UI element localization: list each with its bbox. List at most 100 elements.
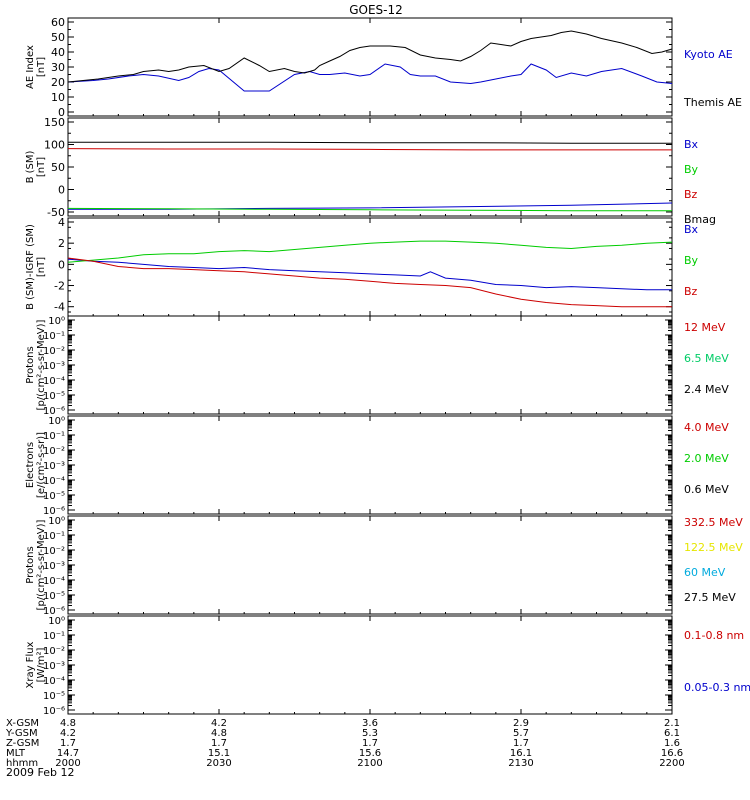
legend-entry: 0.1-0.8 nm	[684, 629, 744, 642]
legend-entry: 27.5 MeV	[684, 591, 736, 604]
y-axis-label: Xray Flux	[25, 641, 36, 688]
y-tick-label: 10⁻¹	[43, 531, 65, 542]
y-tick-label: -2	[54, 280, 65, 293]
ephemeris-table: X-GSM 4.8 4.2 3.6 2.9 2.1Y-GSM 4.2 4.8 5.3 5.7 6.1…	[5, 718, 685, 769]
y-tick-label: 10⁻¹	[43, 631, 65, 642]
date-label: 2009 Feb 12	[6, 766, 74, 779]
y-tick-label: 10⁻⁵	[43, 591, 65, 602]
ephemeris-value: 16.6	[661, 748, 683, 759]
y-axis-label: [e/(cm²-s-sr)]	[36, 432, 47, 498]
ephemeris-value: 2.1	[664, 718, 680, 729]
legend-entry: Bmag	[684, 213, 716, 226]
y-tick-label: 10⁻⁴	[43, 376, 65, 387]
ephemeris-value: 6.1	[664, 728, 680, 739]
y-tick-label: 10⁻⁵	[43, 391, 65, 402]
y-tick-label: 30	[51, 61, 65, 74]
legend-entry: 6.5 MeV	[684, 352, 729, 365]
y-tick-label: 10⁻⁶	[43, 606, 65, 617]
y-tick-label: 40	[51, 46, 65, 59]
series-line	[67, 30, 673, 83]
legend-entry: 12 MeV	[684, 321, 726, 334]
ephemeris-value: 2000	[55, 758, 80, 769]
series-line	[67, 63, 673, 92]
y-tick-label: 0	[58, 258, 65, 271]
ephemeris-value: 4.8	[211, 728, 227, 739]
legend-entry: Kyoto AE	[684, 48, 733, 61]
y-tick-label: 10⁻⁵	[43, 691, 65, 702]
y-tick-label: 10⁻³	[43, 561, 65, 572]
ephemeris-value: 1.7	[60, 738, 76, 749]
y-tick-label: 50	[51, 161, 65, 174]
legend-entry: Bz	[684, 188, 698, 201]
ephemeris-value: 2200	[659, 758, 684, 769]
legend-entry: Bz	[684, 285, 698, 298]
panel-1: 0 10 20 30 40 50 60 AE Index [nT] Kyoto AE Themis …	[25, 16, 742, 119]
y-tick-label: 2	[58, 237, 65, 250]
ephemeris-value: 16.1	[510, 748, 532, 759]
y-tick-label: 20	[51, 76, 65, 89]
y-axis-label: [p/(cm²-s-sr-MeV)]	[36, 519, 47, 610]
panel-5: 10⁰ 10⁻¹ 10⁻² 10⁻³ 10⁻⁴ 10⁻⁵ 10⁻⁶ Electrons [e/(…	[25, 415, 729, 517]
ephemeris-label: X-GSM	[6, 718, 39, 729]
legend-entry: By	[684, 163, 699, 176]
series-line	[67, 148, 672, 151]
ephemeris-label: Y-GSM	[5, 728, 38, 739]
legend-entry: 60 MeV	[684, 566, 726, 579]
y-tick-label: 10⁻⁶	[43, 506, 65, 517]
panel-frame	[67, 415, 673, 515]
legend-entry: Themis AE	[683, 96, 742, 109]
ephemeris-value: 5.7	[513, 728, 529, 739]
ephemeris-value: 4.2	[60, 728, 76, 739]
y-tick-label: 10⁻²	[43, 346, 65, 357]
legend-entry: By	[684, 254, 699, 267]
y-tick-label: 0	[58, 106, 65, 119]
y-tick-label: 10	[51, 91, 65, 104]
ephemeris-label: Z-GSM	[6, 738, 39, 749]
y-tick-label: 10⁻³	[43, 661, 65, 672]
panel-frame	[67, 117, 673, 217]
y-axis-label: Protons	[25, 346, 36, 383]
y-tick-label: 10⁻⁴	[43, 476, 65, 487]
plot-title: GOES-12	[349, 3, 403, 17]
panel-2: -50 0 50 100 150 B (SM) [nT] Bx By Bz Bmag	[25, 116, 716, 226]
panel-frame	[67, 217, 673, 317]
legend-entry: Bx	[684, 223, 699, 236]
y-axis-label: AE Index	[25, 45, 36, 89]
series-line	[67, 240, 673, 263]
y-tick-label: 10⁻³	[43, 361, 65, 372]
y-tick-label: 10⁰	[48, 616, 65, 627]
panel-frame	[67, 515, 673, 615]
y-tick-label: 10⁰	[48, 316, 65, 327]
ephemeris-value: 4.8	[60, 718, 76, 729]
ephemeris-value: 2030	[206, 758, 231, 769]
ephemeris-value: 2130	[508, 758, 533, 769]
legend-entry: 122.5 MeV	[684, 541, 743, 554]
ephemeris-value: 15.6	[359, 748, 381, 759]
y-tick-label: 10⁻⁶	[43, 406, 65, 417]
y-tick-label: 10⁰	[48, 416, 65, 427]
panel-7: 10⁰ 10⁻¹ 10⁻² 10⁻³ 10⁻⁴ 10⁻⁵ 10⁻⁶ Xray Flux [W/m…	[25, 615, 750, 717]
series-line	[67, 258, 672, 291]
legend-entry: 0.05-0.3 nm	[684, 681, 750, 694]
ephemeris-value: 5.3	[362, 728, 378, 739]
ephemeris-value: 1.7	[513, 738, 529, 749]
legend-entry: 332.5 MeV	[684, 516, 743, 529]
series-line	[67, 257, 672, 308]
y-axis-label: [nT]	[36, 157, 47, 177]
legend-entry: Bx	[684, 138, 699, 151]
y-tick-label: 10⁻²	[43, 546, 65, 557]
y-axis-label: B (SM)	[25, 150, 36, 183]
y-tick-label: 100	[44, 139, 65, 152]
panel-4: 10⁰ 10⁻¹ 10⁻² 10⁻³ 10⁻⁴ 10⁻⁵ 10⁻⁶ Protons [p/(cm…	[25, 315, 729, 417]
ephemeris-value: 1.6	[664, 738, 680, 749]
y-axis-label: [W/m²]	[36, 647, 47, 682]
y-axis-label: [nT]	[36, 257, 47, 277]
y-tick-label: 10⁰	[48, 516, 65, 527]
ephemeris-value: 15.1	[208, 748, 230, 759]
y-tick-label: 10⁻⁴	[43, 576, 65, 587]
legend-entry: 2.4 MeV	[684, 383, 729, 396]
ephemeris-value: 1.7	[211, 738, 227, 749]
y-axis-label: [p/(cm²-s-sr-MeV)]	[36, 319, 47, 410]
